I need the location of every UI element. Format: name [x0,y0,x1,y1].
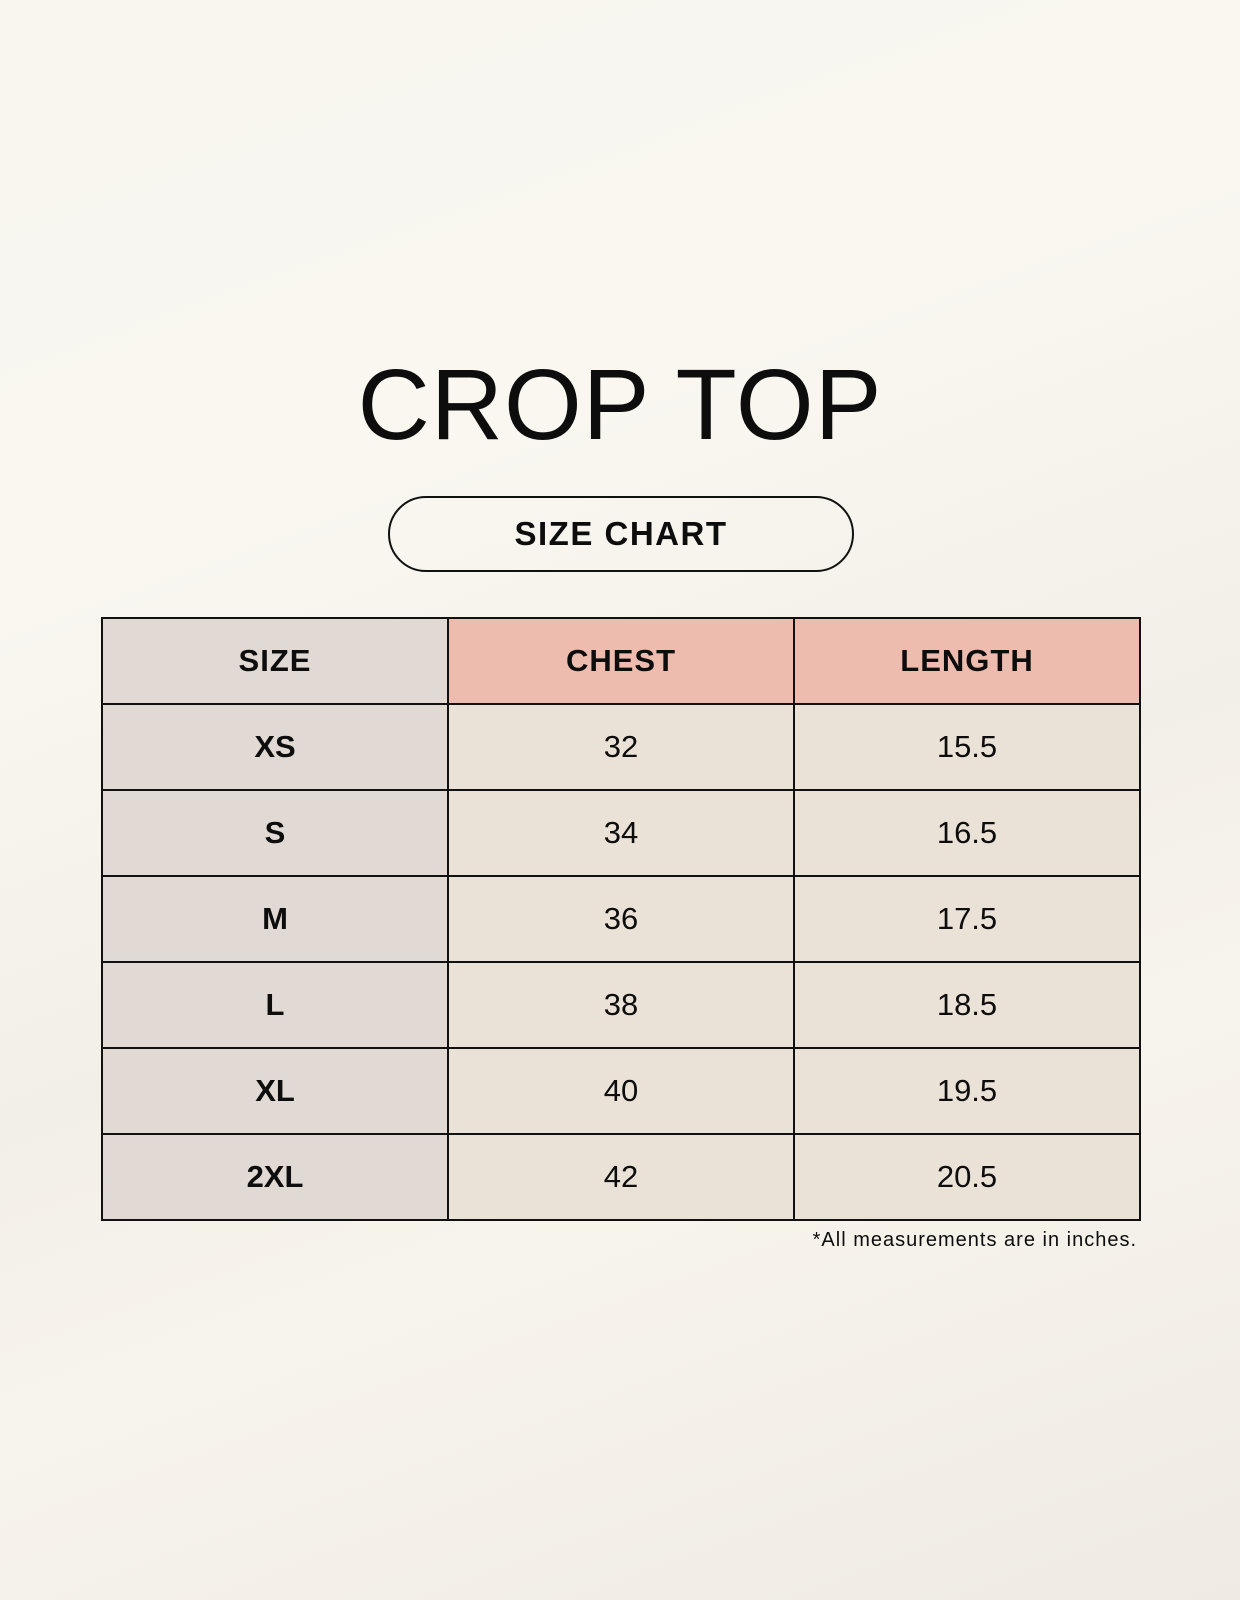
table-row: L 38 18.5 [101,961,1141,1049]
cell-size: L [101,961,449,1049]
cell-length: 17.5 [793,875,1141,963]
cell-size: XL [101,1047,449,1135]
table-header-row: SIZE CHEST LENGTH [101,617,1141,705]
cell-chest: 34 [447,789,795,877]
cell-length: 19.5 [793,1047,1141,1135]
table-row: XL 40 19.5 [101,1047,1141,1135]
cell-length: 16.5 [793,789,1141,877]
cell-length: 15.5 [793,703,1141,791]
header-chest: CHEST [447,617,795,705]
size-table: SIZE CHEST LENGTH XS 32 15.5 S 34 16.5 M 36 17.5… [101,617,1141,1221]
cell-chest: 38 [447,961,795,1049]
size-chart-badge: SIZE CHART [388,496,854,572]
header-size: SIZE [101,617,449,705]
cell-length: 20.5 [793,1133,1141,1221]
table-row: M 36 17.5 [101,875,1141,963]
table-row: 2XL 42 20.5 [101,1133,1141,1221]
page-title: CROP TOP [357,349,883,461]
footnote: *All measurements are in inches. [812,1229,1137,1251]
table-row: S 34 16.5 [101,789,1141,877]
cell-size: 2XL [101,1133,449,1221]
cell-chest: 42 [447,1133,795,1221]
cell-chest: 32 [447,703,795,791]
cell-size: M [101,875,449,963]
cell-size: S [101,789,449,877]
cell-chest: 40 [447,1047,795,1135]
cell-size: XS [101,703,449,791]
table-row: XS 32 15.5 [101,703,1141,791]
cell-chest: 36 [447,875,795,963]
cell-length: 18.5 [793,961,1141,1049]
header-length: LENGTH [793,617,1141,705]
